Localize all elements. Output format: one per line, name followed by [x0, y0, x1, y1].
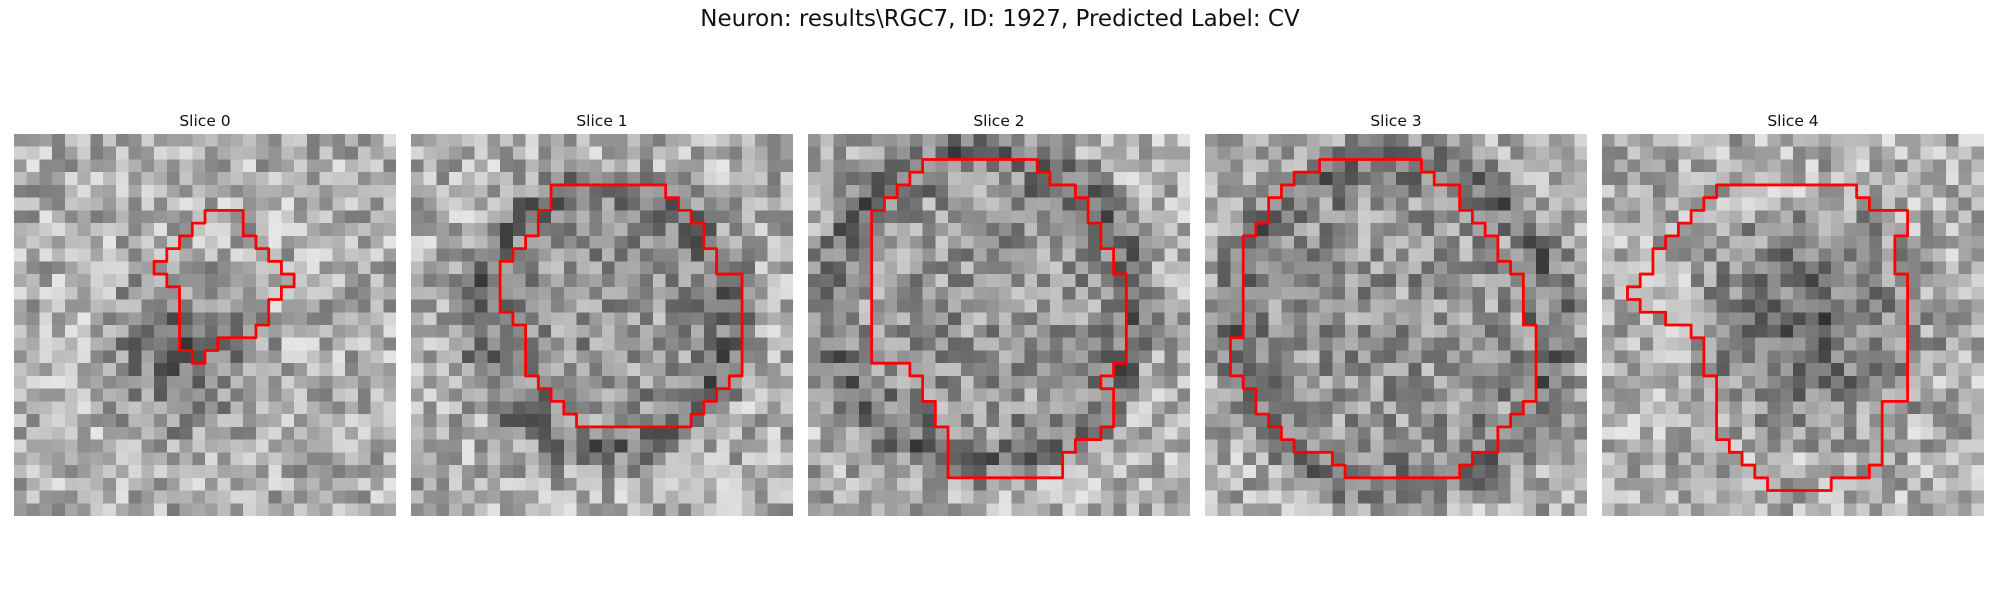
slice-panel-4: Slice 4	[1602, 110, 1984, 516]
slice-image-3	[1205, 134, 1587, 516]
slice-title: Slice 4	[1767, 112, 1819, 130]
slice-image-4	[1602, 134, 1984, 516]
roi-outline	[870, 158, 1128, 480]
roi-outline	[1626, 183, 1910, 492]
slice-image-1	[411, 134, 793, 516]
slice-title: Slice 2	[973, 112, 1025, 130]
figure-title: Neuron: results\RGC7, ID: 1927, Predicte…	[700, 6, 1300, 32]
slice-panel-0: Slice 0	[14, 110, 396, 516]
slice-pixels	[14, 134, 396, 516]
slice-image-2	[808, 134, 1190, 516]
slice-panel-1: Slice 1	[411, 110, 793, 516]
roi-outline	[152, 208, 296, 365]
slice-image-0	[14, 134, 396, 516]
slice-title: Slice 1	[576, 112, 628, 130]
slice-pixels	[411, 134, 793, 516]
roi-outline	[1229, 158, 1538, 480]
slice-title: Slice 0	[179, 112, 231, 130]
slice-panel-2: Slice 2	[808, 110, 1190, 516]
roi-outline	[498, 183, 744, 429]
slice-panel-3: Slice 3	[1205, 110, 1587, 516]
slice-title: Slice 3	[1370, 112, 1422, 130]
